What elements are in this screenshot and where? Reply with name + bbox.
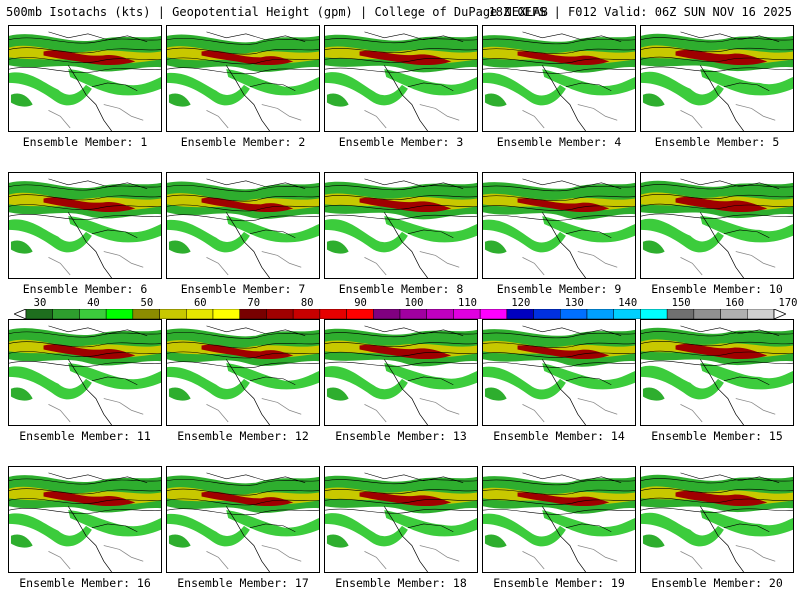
- colorbar-tick-label: 130: [564, 297, 584, 309]
- colorbar-max-arrow: [773, 309, 786, 319]
- title-bar: 500mb Isotachs (kts) | Geopotential Heig…: [0, 0, 800, 24]
- ensemble-map-panel: [166, 172, 320, 279]
- colorbar-segment: [159, 309, 187, 319]
- colorbar-tick-label: 70: [247, 297, 261, 309]
- colorbar-segment: [533, 309, 561, 319]
- colorbar-segment: [693, 309, 721, 319]
- colorbar-segment: [346, 309, 374, 319]
- colorbar-segment: [266, 309, 294, 319]
- ensemble-member-label: Ensemble Member: 12: [177, 429, 309, 443]
- chart-title: 500mb Isotachs (kts) | Geopotential Heig…: [6, 5, 548, 19]
- ensemble-map-panel: [482, 319, 636, 426]
- colorbar-segment: [453, 309, 481, 319]
- ensemble-member-label: Ensemble Member: 1: [22, 135, 148, 149]
- ensemble-member-label: Ensemble Member: 5: [654, 135, 780, 149]
- colorbar-tick-label: 90: [354, 297, 367, 309]
- colorbar-tick-label: 120: [511, 297, 531, 309]
- ensemble-map-panel: [166, 466, 320, 573]
- colorbar-segment: [105, 309, 134, 319]
- ensemble-map-panel: [482, 172, 636, 279]
- ensemble-member-label: Ensemble Member: 8: [338, 282, 464, 296]
- ensemble-member-label: Ensemble Member: 15: [651, 429, 783, 443]
- ensemble-map-panel: [324, 25, 478, 132]
- colorbar-tick-label: 110: [457, 297, 477, 309]
- ensemble-map-panel: [166, 25, 320, 132]
- colorbar-tick-label: 40: [87, 297, 100, 309]
- colorbar-tick-label: 140: [618, 297, 638, 309]
- ensemble-map-panel: [166, 319, 320, 426]
- colorbar-segment: [373, 309, 401, 319]
- ensemble-member-label: Ensemble Member: 10: [651, 282, 783, 296]
- colorbar-segment: [666, 309, 695, 319]
- ensemble-member-label: Ensemble Member: 4: [496, 135, 622, 149]
- ensemble-map-panel: [8, 172, 162, 279]
- ensemble-member-label: Ensemble Member: 9: [496, 282, 622, 296]
- ensemble-map-panel: [324, 466, 478, 573]
- colorbar-tick-label: 150: [671, 297, 691, 309]
- ensemble-map-panel: [640, 172, 794, 279]
- colorbar-segment: [399, 309, 427, 319]
- ensemble-map-panel: [324, 172, 478, 279]
- ensemble-member-label: Ensemble Member: 3: [338, 135, 464, 149]
- colorbar-segment: [586, 309, 614, 319]
- ensemble-map-panel: [640, 466, 794, 573]
- ensemble-map-panel: [482, 466, 636, 573]
- ensemble-map-panel: [8, 319, 162, 426]
- ensemble-member-label: Ensemble Member: 7: [180, 282, 306, 296]
- colorbar-segment: [479, 309, 508, 319]
- colorbar-segment: [426, 309, 454, 319]
- colorbar-segment: [132, 309, 160, 319]
- ensemble-member-label: Ensemble Member: 6: [22, 282, 148, 296]
- ensemble-member-label: Ensemble Member: 2: [180, 135, 306, 149]
- colorbar-segment: [292, 309, 321, 319]
- colorbar-tick-label: 100: [404, 297, 424, 309]
- ensemble-map-panel: [482, 25, 636, 132]
- run-valid-time: 18Z GEFS | F012 Valid: 06Z SUN NOV 16 20…: [488, 5, 792, 19]
- ensemble-map-panel: [324, 319, 478, 426]
- colorbar-min-arrow: [14, 309, 27, 319]
- colorbar-strip: [14, 309, 786, 319]
- colorbar-tick-label: 80: [300, 297, 314, 309]
- ensemble-map-panel: [640, 319, 794, 426]
- colorbar-tick-label: 60: [193, 297, 207, 309]
- colorbar-tick-label: 160: [725, 297, 745, 309]
- colorbar-segment: [212, 309, 240, 319]
- colorbar-segment: [52, 309, 80, 319]
- ensemble-member-label: Ensemble Member: 17: [177, 576, 309, 590]
- colorbar-segment: [239, 309, 267, 319]
- colorbar-segment: [25, 309, 53, 319]
- colorbar-segment: [79, 309, 107, 319]
- colorbar-tick-label: 30: [33, 297, 47, 309]
- colorbar-segment: [613, 309, 641, 319]
- colorbar-segment: [640, 309, 668, 319]
- ensemble-map-panel: [8, 25, 162, 132]
- ensemble-member-label: Ensemble Member: 14: [493, 429, 625, 443]
- ensemble-member-label: Ensemble Member: 16: [19, 576, 151, 590]
- colorbar-tick-label: 50: [140, 297, 154, 309]
- ensemble-map-panel: [640, 25, 794, 132]
- colorbar-segment: [720, 309, 748, 319]
- colorbar-segment: [506, 309, 534, 319]
- colorbar-segment: [319, 309, 347, 319]
- ensemble-member-label: Ensemble Member: 13: [335, 429, 467, 443]
- ensemble-member-label: Ensemble Member: 20: [651, 576, 783, 590]
- ensemble-map-panel: [8, 466, 162, 573]
- colorbar-segment: [747, 309, 775, 319]
- colorbar-legend: 30 40 50 60 70 80 90 100 110 120 130 140 150 160 170: [14, 297, 797, 321]
- ensemble-member-label: Ensemble Member: 11: [19, 429, 151, 443]
- ensemble-member-label: Ensemble Member: 18: [335, 576, 467, 590]
- colorbar-segment: [186, 309, 214, 319]
- colorbar-segment: [560, 309, 588, 319]
- colorbar-tick-label: 170: [778, 297, 798, 309]
- ensemble-member-label: Ensemble Member: 19: [493, 576, 625, 590]
